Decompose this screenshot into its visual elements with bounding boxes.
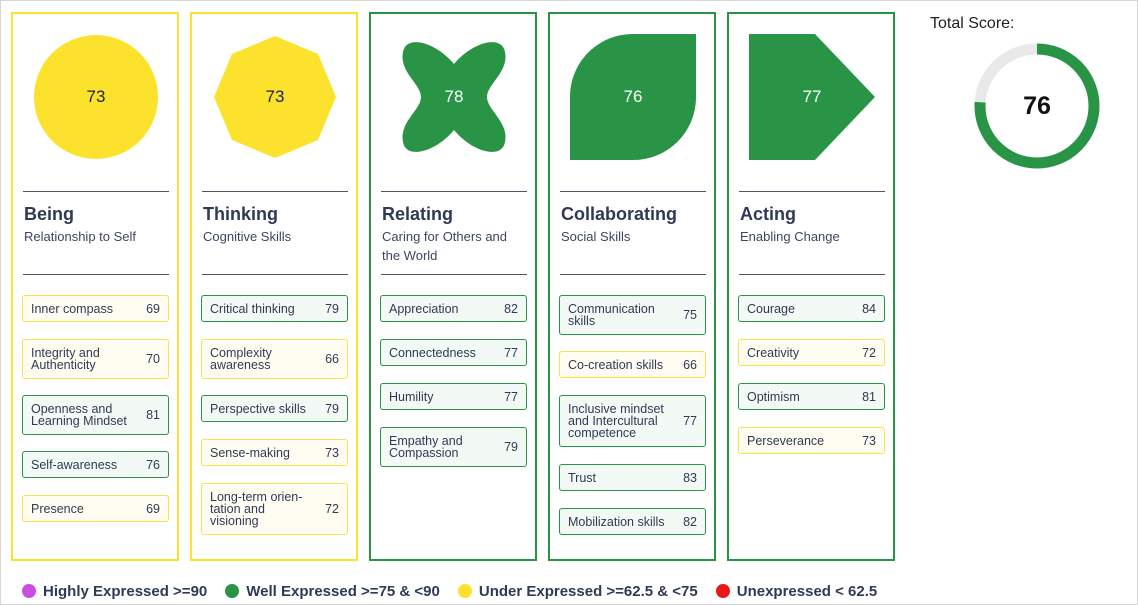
skill-appreciation[interactable]: Appreciation 82 xyxy=(380,295,527,322)
skill-empathy-and-compassion[interactable]: Empathy and Compassion 79 xyxy=(380,427,527,467)
legend-dot xyxy=(715,584,730,598)
legend-dot xyxy=(457,584,472,598)
arrow-pentagon-icon: 77 xyxy=(749,34,875,160)
clover-icon: 78 xyxy=(391,34,517,160)
skill-courage[interactable]: Courage 84 xyxy=(738,295,885,322)
leaf-icon: 76 xyxy=(570,34,696,160)
dimension-title: Thinking xyxy=(203,204,278,224)
dimension-card-thinking[interactable]: 73 Thinking Cognitive Skills Critical th… xyxy=(190,12,358,561)
legend-item-well: Well Expressed >=75 & <90 xyxy=(225,583,440,600)
skill-sense-making[interactable]: Sense-making 73 xyxy=(201,439,348,466)
legend-dot xyxy=(22,584,36,598)
divider xyxy=(560,274,706,275)
dimension-title: Collaborating xyxy=(561,204,677,224)
skill-self-awareness[interactable]: Self-awareness 76 xyxy=(22,451,169,478)
skill-integrity-and-authenticity[interactable]: Integrity and Authenticity 70 xyxy=(22,339,169,379)
divider xyxy=(23,274,169,275)
gauge-progress-arc xyxy=(974,43,1100,169)
dimension-score: 73 xyxy=(265,87,285,106)
skill-communication-skills[interactable]: Communication skills 75 xyxy=(559,295,706,335)
skill-long-term-orientation-and-visioning[interactable]: Long-term orien-tation and visioning 72 xyxy=(201,483,348,535)
skill-co-creation-skills[interactable]: Co-creation skills 66 xyxy=(559,351,706,378)
skill-complexity-awareness[interactable]: Complexity awareness 66 xyxy=(201,339,348,379)
skill-inner-compass[interactable]: Inner compass 69 xyxy=(22,295,169,322)
dimension-score: 76 xyxy=(623,87,643,106)
skill-critical-thinking[interactable]: Critical thinking 79 xyxy=(201,295,348,322)
skill-trust[interactable]: Trust 83 xyxy=(559,464,706,491)
dimension-title: Being xyxy=(24,204,75,224)
total-score-value: 76 xyxy=(1023,91,1051,120)
skill-inclusive-mindset-and-intercultural-competence[interactable]: Inclusive mindset and Intercultural comp… xyxy=(559,395,706,447)
skill-openness-and-learning-mindset[interactable]: Openness and Learning Mindset 81 xyxy=(22,395,169,435)
skill-creativity[interactable]: Creativity 72 xyxy=(738,339,885,366)
dimension-score: 78 xyxy=(444,87,464,106)
dimension-subtitle: Caring for Others and the World xyxy=(382,229,508,263)
divider xyxy=(23,191,169,192)
dimension-title: Acting xyxy=(740,204,796,224)
dimension-subtitle: Cognitive Skills xyxy=(203,229,292,244)
skill-connectedness[interactable]: Connectedness 77 xyxy=(380,339,527,366)
total-score-label: Total Score: xyxy=(930,15,1015,32)
total-score-gauge: 76 xyxy=(973,42,1101,170)
legend-item-highly: Highly Expressed >=90 xyxy=(22,583,207,600)
dimension-subtitle: Enabling Change xyxy=(740,229,840,244)
divider xyxy=(202,274,348,275)
dimension-card-acting[interactable]: 77 Acting Enabling Change Courage 84 Crea… xyxy=(727,12,895,561)
dimension-card-collaborating[interactable]: 76 Collaborating Social Skills Communica… xyxy=(548,12,716,561)
legend-dot xyxy=(225,584,240,598)
legend-item-under: Under Expressed >=62.5 & <75 xyxy=(457,583,698,600)
dimension-score: 73 xyxy=(86,87,106,106)
octagon-icon: 73 xyxy=(212,34,338,160)
legend: Highly Expressed >=90 Well Expressed >=7… xyxy=(22,581,895,601)
dimension-score: 77 xyxy=(802,87,822,106)
legend-item-unexpressed: Unexpressed < 62.5 xyxy=(715,583,877,600)
skill-perseverance[interactable]: Perseverance 73 xyxy=(738,427,885,454)
dimension-subtitle: Relationship to Self xyxy=(24,229,137,244)
divider xyxy=(560,191,706,192)
dimension-subtitle: Social Skills xyxy=(561,229,631,244)
circle-icon: 73 xyxy=(33,34,159,160)
skill-perspective-skills[interactable]: Perspective skills 79 xyxy=(201,395,348,422)
divider xyxy=(381,274,527,275)
divider xyxy=(739,274,885,275)
skill-presence[interactable]: Presence 69 xyxy=(22,495,169,522)
skill-optimism[interactable]: Optimism 81 xyxy=(738,383,885,410)
divider xyxy=(202,191,348,192)
skill-humility[interactable]: Humility 77 xyxy=(380,383,527,410)
dimension-card-being[interactable]: 73 Being Relationship to Self Inner comp… xyxy=(11,12,179,561)
dimension-title: Relating xyxy=(382,204,454,224)
divider xyxy=(739,191,885,192)
divider xyxy=(381,191,527,192)
skill-mobilization-skills[interactable]: Mobilization skills 82 xyxy=(559,508,706,535)
dimension-card-relating[interactable]: 78 Relating Caring for Others and the Wo… xyxy=(369,12,537,561)
